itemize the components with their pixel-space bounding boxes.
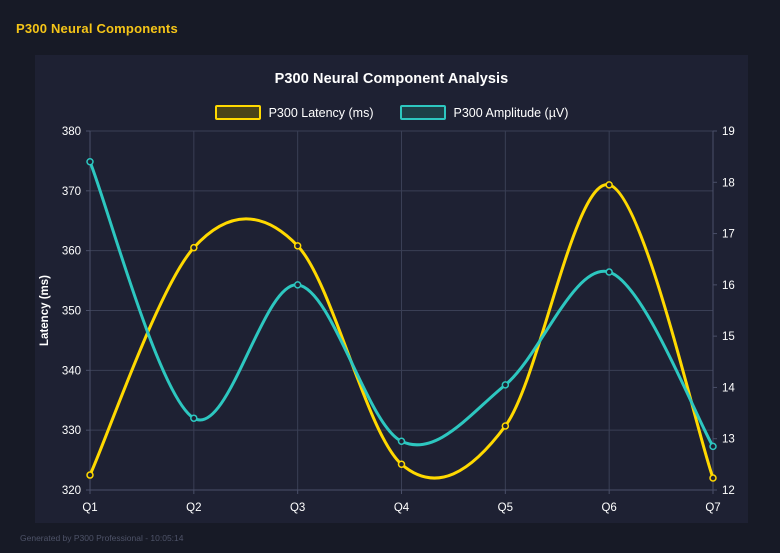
svg-text:Latency (ms): Latency (ms) — [39, 275, 51, 346]
data-point-marker[interactable] — [605, 268, 613, 276]
svg-text:12: 12 — [722, 485, 735, 497]
footer-text: Generated by P300 Professional - 10:05:1… — [20, 533, 184, 543]
svg-text:370: 370 — [62, 186, 81, 198]
svg-text:330: 330 — [62, 425, 81, 437]
svg-text:13: 13 — [722, 434, 735, 446]
page-title: P300 Neural Components — [16, 21, 178, 36]
svg-text:360: 360 — [62, 246, 81, 258]
svg-text:350: 350 — [62, 306, 81, 318]
data-point-marker[interactable] — [397, 460, 406, 469]
data-point-marker[interactable] — [86, 158, 94, 166]
chart-plot-area: 320 330 340 350 360 370 380 12 13 14 15 16 17 18 19 Q1 Q… — [39, 126, 735, 514]
svg-text:Q4: Q4 — [394, 502, 410, 514]
data-point-marker[interactable] — [709, 474, 717, 482]
data-point-marker[interactable] — [293, 242, 302, 250]
data-point-marker[interactable] — [190, 414, 198, 422]
svg-text:17: 17 — [722, 229, 735, 241]
data-point-marker[interactable] — [605, 181, 613, 189]
chart-legend: P300 Latency (ms) P300 Amplitude (µV) — [35, 105, 748, 120]
svg-text:Q2: Q2 — [186, 502, 201, 514]
svg-text:16: 16 — [722, 280, 735, 292]
data-point-marker[interactable] — [501, 422, 510, 430]
legend-swatch-amplitude — [399, 105, 446, 120]
svg-text:380: 380 — [62, 126, 81, 138]
chart-panel: P300 Neural Component Analysis P300 Late… — [35, 55, 748, 523]
svg-text:18: 18 — [722, 177, 735, 189]
data-point-marker[interactable] — [293, 281, 302, 289]
legend-swatch-latency — [214, 105, 261, 120]
svg-text:320: 320 — [62, 485, 81, 497]
svg-text:Q6: Q6 — [601, 502, 616, 514]
legend-label-latency: P300 Latency (ms) — [268, 105, 374, 120]
svg-text:Q1: Q1 — [82, 502, 97, 514]
svg-text:15: 15 — [722, 331, 735, 343]
data-point-marker[interactable] — [709, 442, 717, 451]
legend-item-amplitude[interactable]: P300 Amplitude (µV) — [399, 105, 569, 120]
svg-text:Q5: Q5 — [498, 502, 513, 514]
svg-text:340: 340 — [62, 365, 81, 377]
data-point-marker[interactable] — [190, 243, 198, 252]
svg-text:19: 19 — [722, 126, 735, 138]
data-point-marker[interactable] — [397, 437, 406, 446]
data-point-marker[interactable] — [501, 381, 510, 389]
svg-text:Q3: Q3 — [290, 502, 305, 514]
data-point-marker[interactable] — [86, 471, 94, 479]
legend-label-amplitude: P300 Amplitude (µV) — [453, 105, 569, 120]
legend-item-latency[interactable]: P300 Latency (ms) — [214, 105, 374, 120]
svg-text:14: 14 — [722, 382, 735, 394]
chart-title: P300 Neural Component Analysis — [274, 71, 509, 87]
svg-text:Q7: Q7 — [705, 502, 720, 514]
